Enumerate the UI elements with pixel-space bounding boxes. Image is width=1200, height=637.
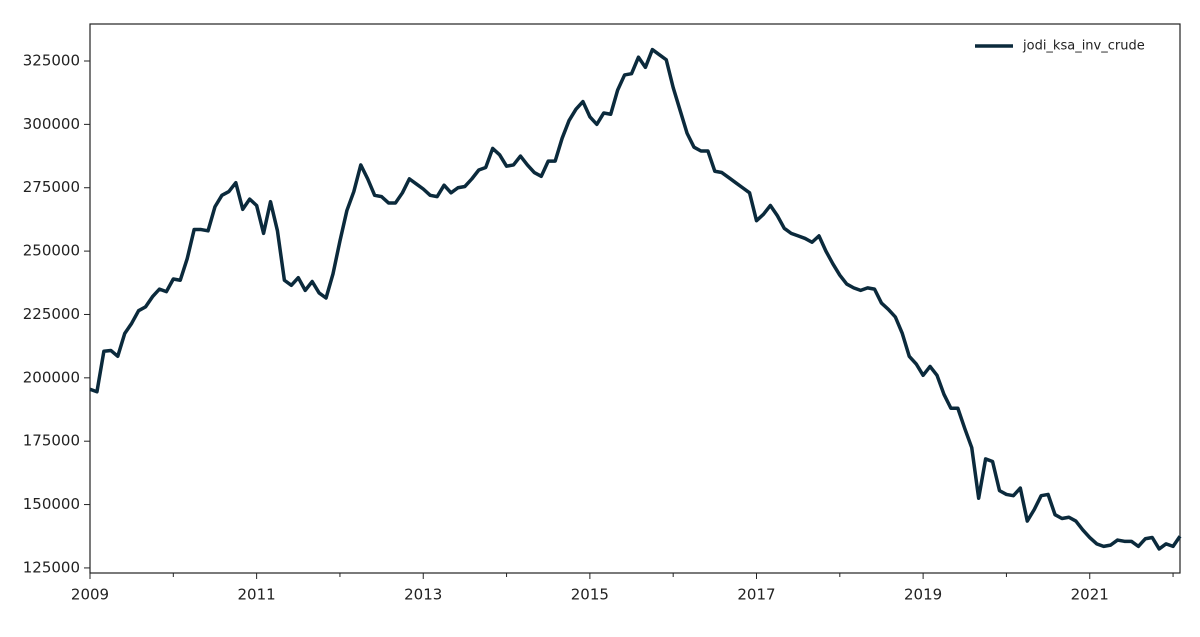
plot-frame <box>89 23 1181 574</box>
x-tick-label: 2021 <box>1071 586 1109 604</box>
y-tick-label: 200000 <box>23 368 80 386</box>
y-tick-label: 300000 <box>23 115 80 133</box>
x-tick-label: 2009 <box>71 586 109 604</box>
x-tick-label: 2011 <box>238 586 276 604</box>
y-tick-label: 325000 <box>23 52 80 70</box>
y-tick-label: 150000 <box>23 495 80 513</box>
x-tick-label: 2017 <box>737 586 775 604</box>
x-tick-label: 2015 <box>571 586 609 604</box>
data-line <box>89 47 1182 551</box>
y-tick-label: 250000 <box>23 242 80 260</box>
legend-label: jodi_ksa_inv_crude <box>1022 39 1145 54</box>
x-tick-label: 2013 <box>404 586 442 604</box>
y-tick-label: 175000 <box>23 432 80 450</box>
x-tick-label: 2019 <box>904 586 942 604</box>
y-tick-label: 275000 <box>23 178 80 196</box>
y-tick-label: 225000 <box>23 305 80 323</box>
y-tick-label: 125000 <box>23 558 80 576</box>
